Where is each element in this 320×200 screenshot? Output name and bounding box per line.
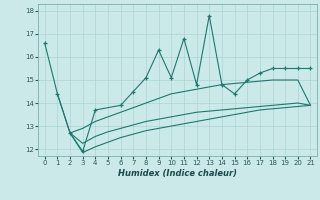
X-axis label: Humidex (Indice chaleur): Humidex (Indice chaleur)	[118, 169, 237, 178]
